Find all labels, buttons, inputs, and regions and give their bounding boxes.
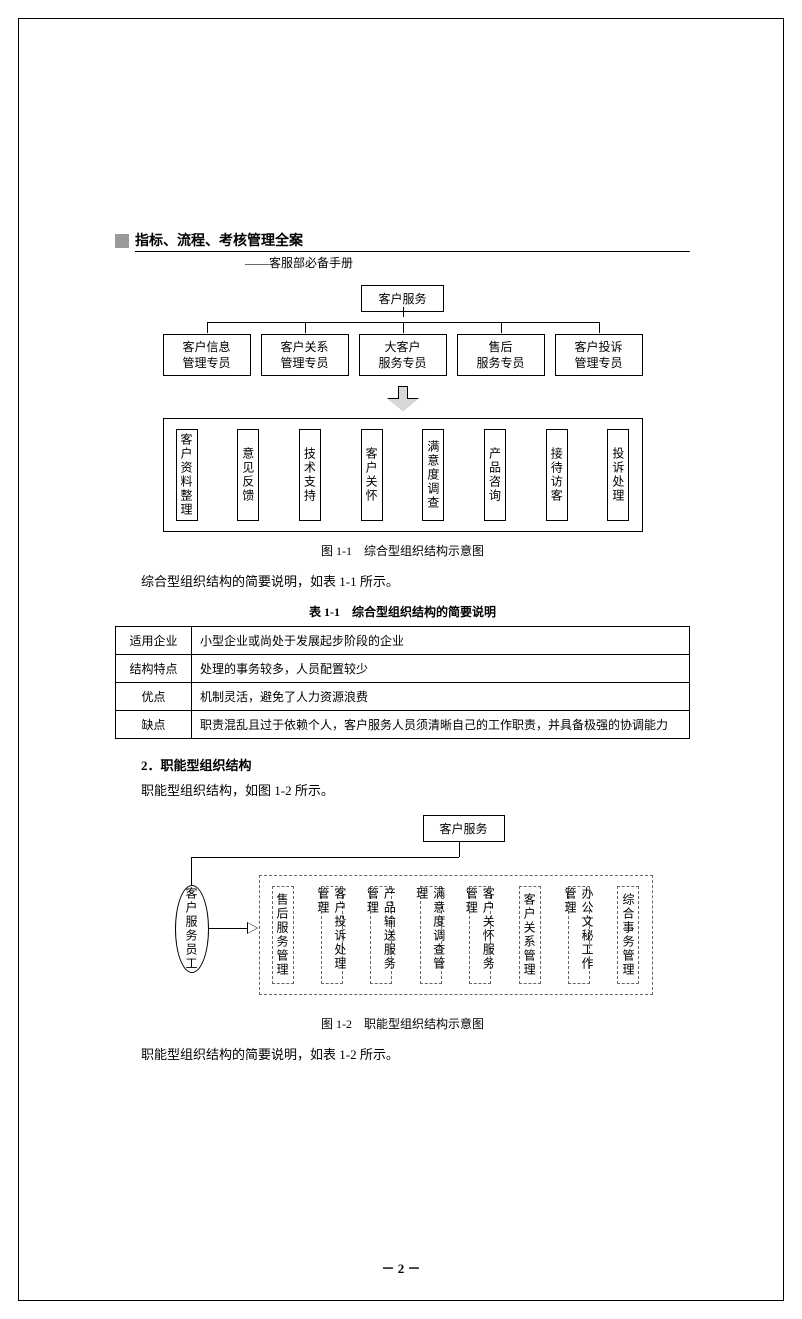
table-cell: 小型企业或尚处于发展起步阶段的企业 <box>192 627 690 655</box>
d2-function-node: 客户关系管理 <box>519 886 541 984</box>
table-1-caption: 表 1-1 综合型组织结构的简要说明 <box>115 603 690 620</box>
d1-level3-node: 技术支持 <box>299 429 321 521</box>
page-content: 指标、流程、考核管理全案 ——客服部必备手册 客户服务 客户信息管理专员 客户关… <box>115 230 690 1072</box>
table-cell: 机制灵活，避免了人力资源浪费 <box>192 683 690 711</box>
table-1: 适用企业小型企业或尚处于发展起步阶段的企业 结构特点处理的事务较多，人员配置较少… <box>115 626 690 739</box>
figure-2-caption: 图 1-2 职能型组织结构示意图 <box>115 1015 690 1032</box>
d2-ellipse-node: 客户服务员工 <box>175 885 209 973</box>
d2-function-node: 产品输送服务管理 <box>370 886 392 984</box>
paragraph: 职能型组织结构的简要说明，如表 1-2 所示。 <box>115 1044 690 1066</box>
subheading: 2．职能型组织结构 <box>115 755 690 774</box>
header-square-icon <box>115 234 129 248</box>
d1-level3-node: 客户关怀 <box>361 429 383 521</box>
table-row: 适用企业小型企业或尚处于发展起步阶段的企业 <box>116 627 690 655</box>
d2-function-node: 客户关怀服务管理 <box>469 886 491 984</box>
d1-level2-node: 大客户服务专员 <box>359 334 447 376</box>
d2-function-node: 客户投诉处理管理 <box>321 886 343 984</box>
table-cell: 职责混乱且过于依赖个人，客户服务人员须清晰自己的工作职责，并具备极强的协调能力 <box>192 711 690 739</box>
d1-level3-node: 满意度调查 <box>422 429 444 521</box>
diagram-1: 客户服务 客户信息管理专员 客户关系管理专员 大客户服务专员 售后服务专员 客户… <box>163 285 643 532</box>
table-header-cell: 适用企业 <box>116 627 192 655</box>
d1-level3-node: 产品咨询 <box>484 429 506 521</box>
table-cell: 处理的事务较多，人员配置较少 <box>192 655 690 683</box>
table-row: 优点机制灵活，避免了人力资源浪费 <box>116 683 690 711</box>
d1-level3-node: 接待访客 <box>546 429 568 521</box>
table-row: 结构特点处理的事务较多，人员配置较少 <box>116 655 690 683</box>
down-arrow-icon <box>388 386 418 412</box>
figure-1-caption: 图 1-1 综合型组织结构示意图 <box>115 542 690 559</box>
table-header-cell: 结构特点 <box>116 655 192 683</box>
d1-level2-node: 售后服务专员 <box>457 334 545 376</box>
paragraph: 综合型组织结构的简要说明，如表 1-1 所示。 <box>115 571 690 593</box>
table-header-cell: 优点 <box>116 683 192 711</box>
d1-level2-node: 客户信息管理专员 <box>163 334 251 376</box>
header-rule: 指标、流程、考核管理全案 <box>135 230 690 252</box>
right-arrow-icon <box>248 923 257 933</box>
d1-level3-node: 客户资料整理 <box>176 429 198 521</box>
header-subtitle: ——客服部必备手册 <box>245 254 690 271</box>
d1-level2-row: 客户信息管理专员 客户关系管理专员 大客户服务专员 售后服务专员 客户投诉管理专… <box>163 334 643 376</box>
d2-function-container: 售后服务管理 客户投诉处理管理 产品输送服务管理 满意度调查管理 客户关怀服务管… <box>259 875 653 995</box>
d2-function-node: 满意度调查管理 <box>420 886 442 984</box>
d1-level2-node: 客户投诉管理专员 <box>555 334 643 376</box>
d2-function-node: 综合事务管理 <box>617 886 639 984</box>
d2-function-node: 办公文秘工作管理 <box>568 886 590 984</box>
d1-level3-container: 客户资料整理 意见反馈 技术支持 客户关怀 满意度调查 产品咨询 接待访客 投诉… <box>163 418 643 532</box>
d1-level3-node: 意见反馈 <box>237 429 259 521</box>
running-header: 指标、流程、考核管理全案 <box>115 230 690 252</box>
paragraph: 职能型组织结构，如图 1-2 所示。 <box>115 780 690 802</box>
d2-root-node: 客户服务 <box>423 815 505 842</box>
diagram-2: 客户服务 客户服务员工 售后服务管理 客户投诉处理管理 产品输送服务管理 满意度… <box>153 815 653 1005</box>
d2-function-node: 售后服务管理 <box>272 886 294 984</box>
header-title: 指标、流程、考核管理全案 <box>135 230 303 250</box>
d1-level2-node: 客户关系管理专员 <box>261 334 349 376</box>
table-row: 缺点职责混乱且过于依赖个人，客户服务人员须清晰自己的工作职责，并具备极强的协调能… <box>116 711 690 739</box>
page-number: － 2 － <box>0 1258 802 1277</box>
table-header-cell: 缺点 <box>116 711 192 739</box>
d1-level3-node: 投诉处理 <box>607 429 629 521</box>
